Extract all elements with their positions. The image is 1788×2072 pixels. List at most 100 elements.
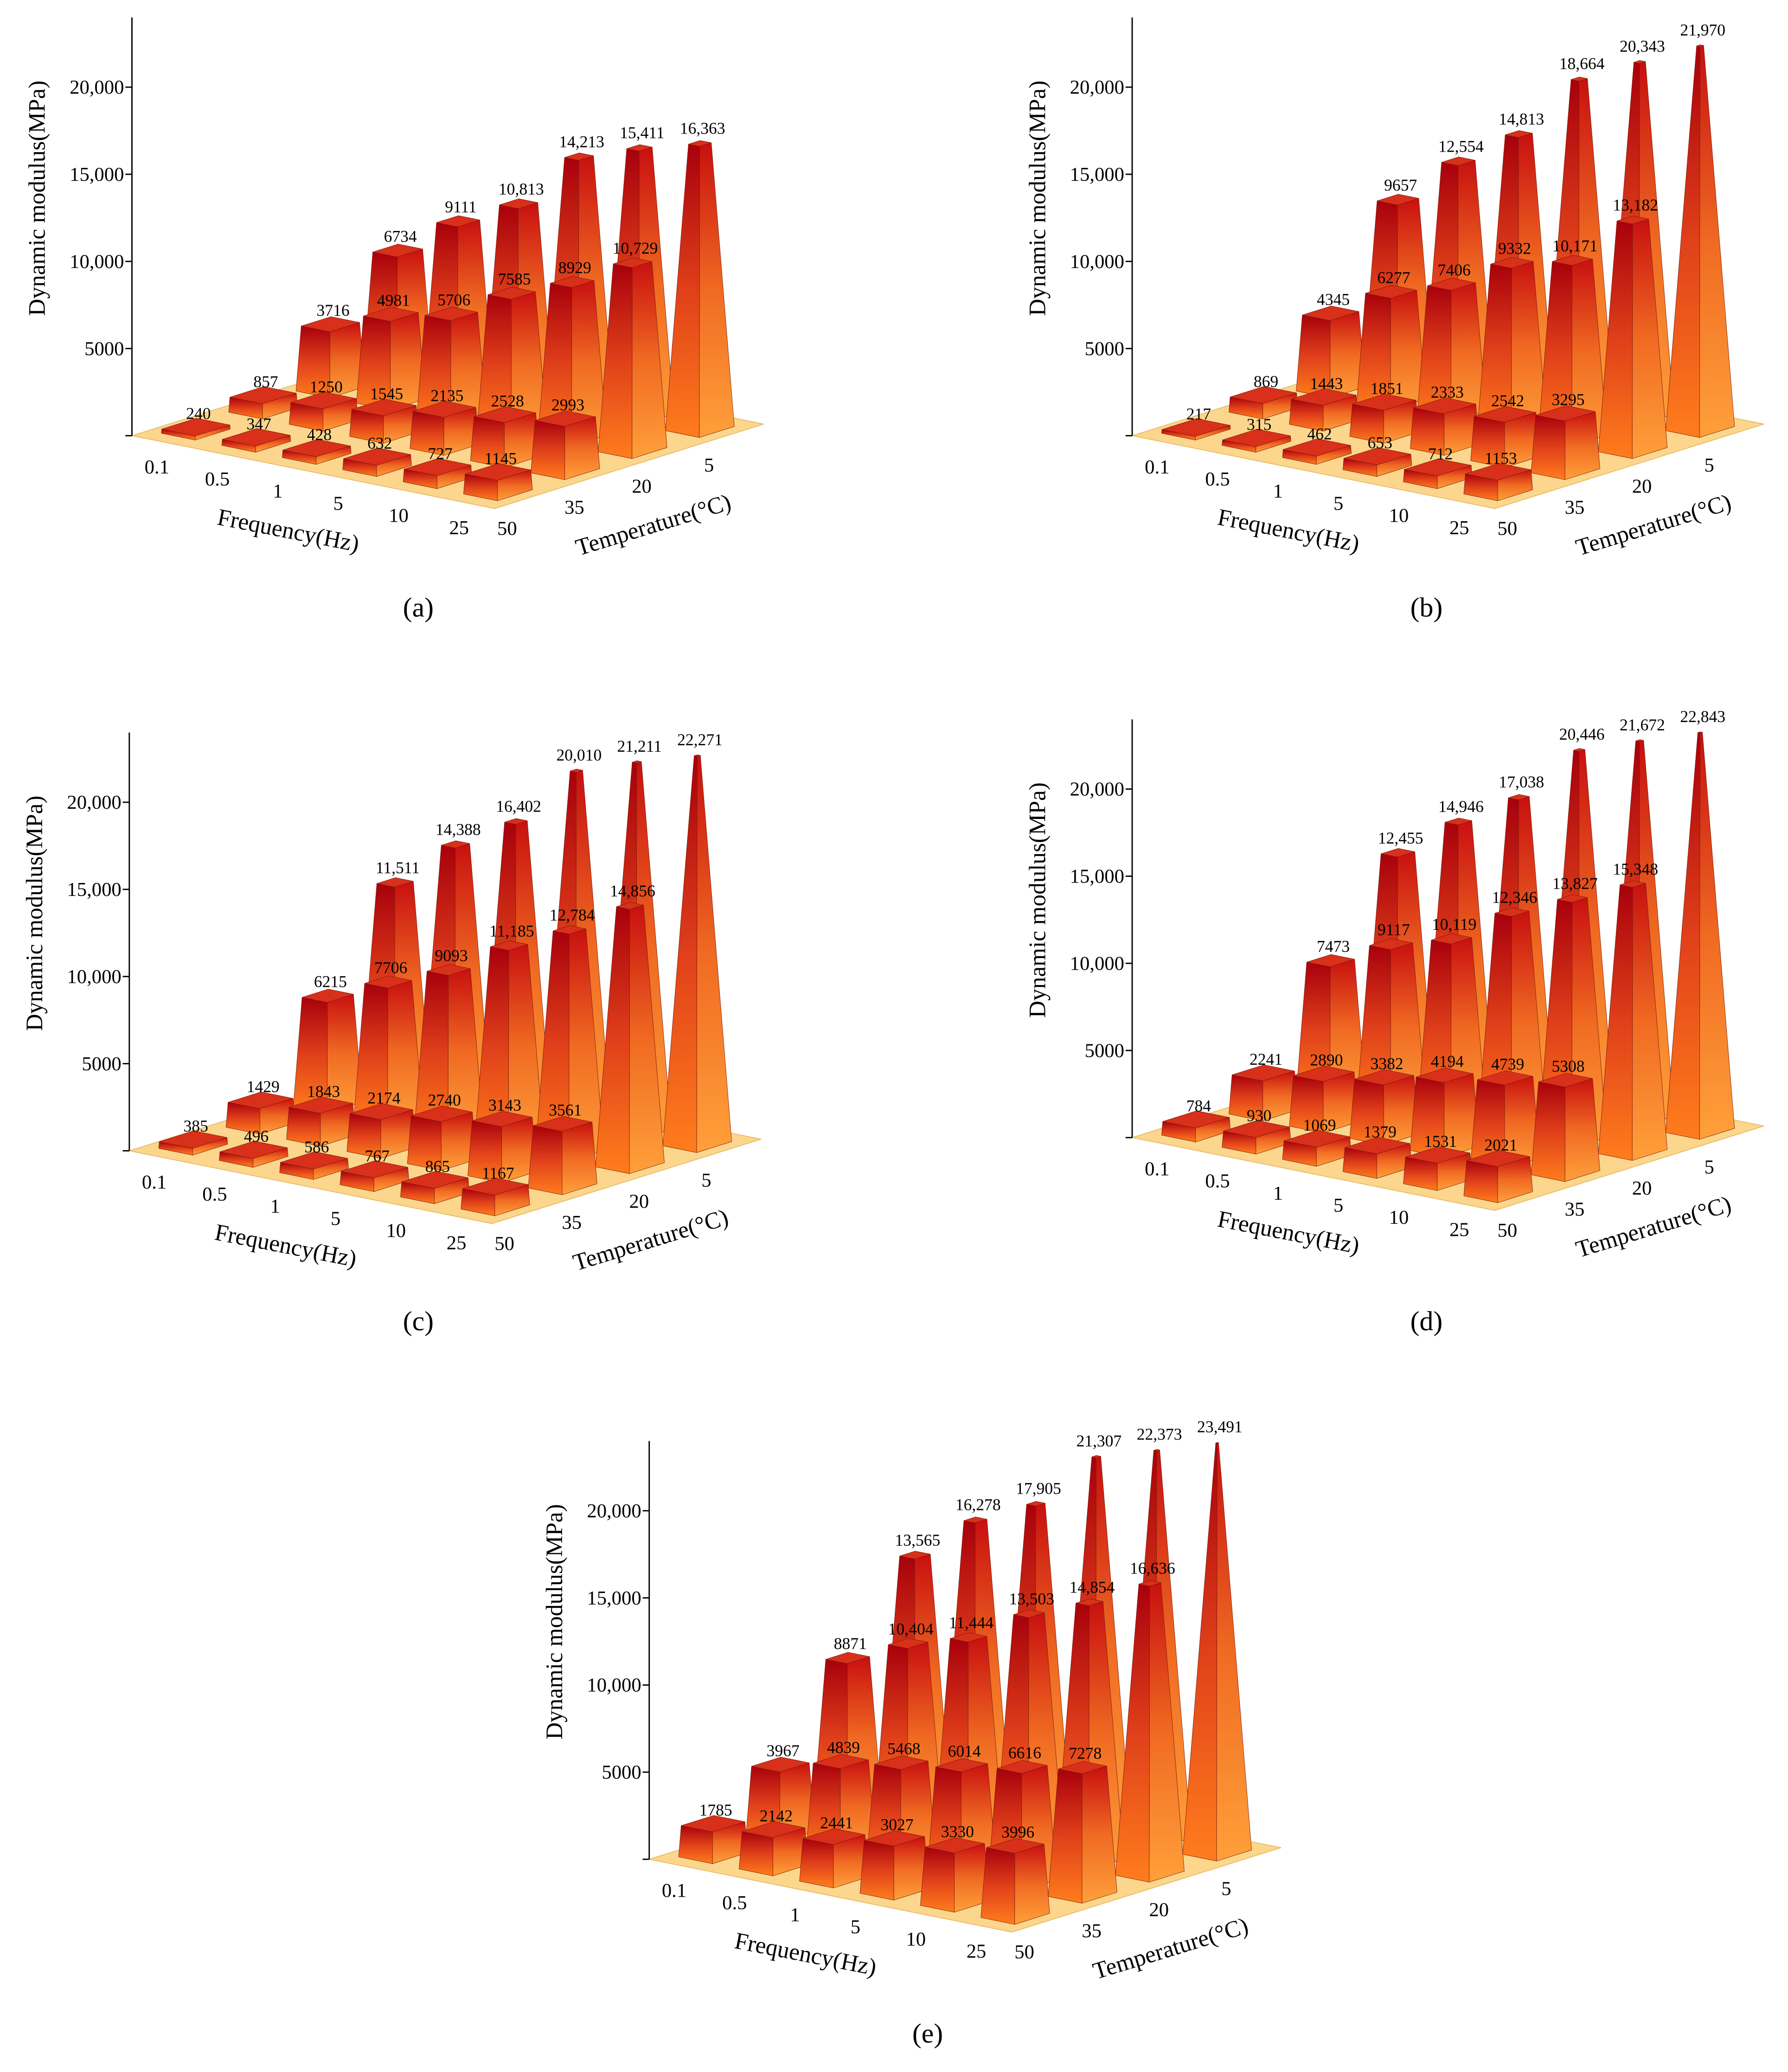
y-tick-label: 5000 [1085, 1040, 1124, 1062]
value-label: 712 [1428, 445, 1453, 463]
caption: (e) [912, 2018, 943, 2049]
bar-top [826, 1652, 870, 1664]
value-label: 1785 [699, 1801, 732, 1819]
panel: 5000 10,000 15,000 20,000 Dynamic modulus(MP… [541, 1418, 1282, 2049]
y-tick-label: 15,000 [67, 879, 121, 901]
value-label: 14,946 [1438, 797, 1484, 816]
bar [665, 140, 735, 438]
bar-top [377, 877, 414, 888]
value-label: 20,010 [557, 746, 602, 764]
value-label: 1145 [485, 449, 517, 467]
bar-top [490, 940, 528, 951]
bar-top [1404, 458, 1472, 476]
bar-top [1058, 1761, 1107, 1774]
bar-top [291, 391, 357, 409]
bar [1282, 438, 1352, 465]
bar-top [289, 1097, 353, 1114]
y-axis-title: Dynamic modulus(MPa) [21, 796, 48, 1031]
bar [1229, 1064, 1298, 1121]
bar-top [1465, 463, 1532, 481]
value-label: 9657 [1384, 176, 1417, 194]
value-label: 14,388 [436, 820, 481, 838]
bar [1349, 393, 1419, 444]
bar [1463, 463, 1533, 501]
value-label: 930 [1247, 1106, 1271, 1125]
bar-top [616, 902, 644, 910]
z-tick-label: 35 [564, 497, 584, 518]
value-label: 1069 [1303, 1116, 1336, 1134]
bar [1296, 954, 1365, 1100]
bar-top [1377, 194, 1419, 205]
bar-top [1284, 1130, 1350, 1148]
bar [417, 307, 486, 422]
bar [1538, 255, 1607, 447]
bar-top [742, 1821, 805, 1838]
value-label: 3027 [880, 1816, 913, 1834]
bar-top [1474, 406, 1536, 423]
z-tick-label: 35 [1565, 1198, 1585, 1220]
x-tick-label: 0.1 [662, 1880, 686, 1902]
value-label: 1167 [482, 1164, 514, 1183]
z-axis-title: Temperature(°C) [1090, 1912, 1251, 1985]
value-label: 5468 [887, 1739, 920, 1758]
bar-top [228, 1092, 293, 1109]
value-label: 9117 [1378, 921, 1410, 939]
value-label: 2542 [1491, 391, 1524, 410]
bar-top [219, 1141, 288, 1159]
value-label: 7706 [374, 959, 407, 977]
bar-top [803, 1828, 865, 1845]
bar-top [986, 1838, 1045, 1854]
x-tick-label: 1 [270, 1196, 280, 1217]
value-label: 784 [1186, 1097, 1211, 1115]
bar-top [1215, 1442, 1219, 1444]
bar-top [352, 399, 417, 416]
value-label: 3716 [317, 301, 350, 320]
z-tick-label: 35 [1082, 1920, 1102, 1942]
z-tick-label: 50 [497, 518, 517, 539]
bar [799, 1828, 869, 1888]
bar [340, 1160, 410, 1192]
value-label: 6277 [1377, 269, 1410, 287]
bar-top [161, 418, 230, 436]
x-tick-label: 25 [447, 1232, 467, 1254]
bar-top [1477, 1070, 1533, 1086]
bar-top [1307, 954, 1355, 967]
bar [225, 1092, 295, 1135]
value-label: 4345 [1317, 290, 1350, 308]
value-label: 632 [367, 434, 392, 452]
bar-top [302, 989, 354, 1003]
z-tick-label: 50 [1498, 518, 1518, 539]
value-label: 1531 [1424, 1132, 1457, 1151]
value-label: 3143 [488, 1096, 521, 1114]
value-label: 16,636 [1130, 1559, 1175, 1577]
bar-top [564, 153, 594, 161]
value-label: 21,211 [617, 737, 661, 755]
value-label: 11,185 [489, 921, 534, 940]
bar [1289, 388, 1359, 432]
bar-top [472, 1111, 532, 1127]
bar-top [1467, 1150, 1530, 1167]
bar-top [936, 1758, 988, 1772]
bar-top [1345, 1137, 1410, 1154]
value-label: 586 [304, 1138, 329, 1156]
value-label: 9332 [1498, 239, 1531, 257]
bar-front [531, 420, 565, 480]
bar-top [1365, 285, 1417, 299]
bar-front [678, 1825, 713, 1864]
bar [1115, 1580, 1185, 1883]
y-tick-label: 5000 [1085, 338, 1124, 360]
value-label: 13,182 [1613, 196, 1658, 214]
bar [1282, 1130, 1352, 1167]
bar [1416, 278, 1487, 422]
value-label: 857 [253, 372, 278, 391]
bar [535, 925, 604, 1162]
bar [346, 1103, 416, 1159]
bar [1161, 418, 1231, 441]
y-tick-label: 10,000 [1070, 251, 1124, 273]
value-label: 8929 [558, 258, 591, 277]
value-label: 653 [1368, 434, 1392, 452]
bar-top [1222, 428, 1291, 447]
value-label: 385 [184, 1117, 208, 1135]
z-tick-label: 5 [1704, 1156, 1714, 1178]
bar-front [528, 1125, 563, 1195]
